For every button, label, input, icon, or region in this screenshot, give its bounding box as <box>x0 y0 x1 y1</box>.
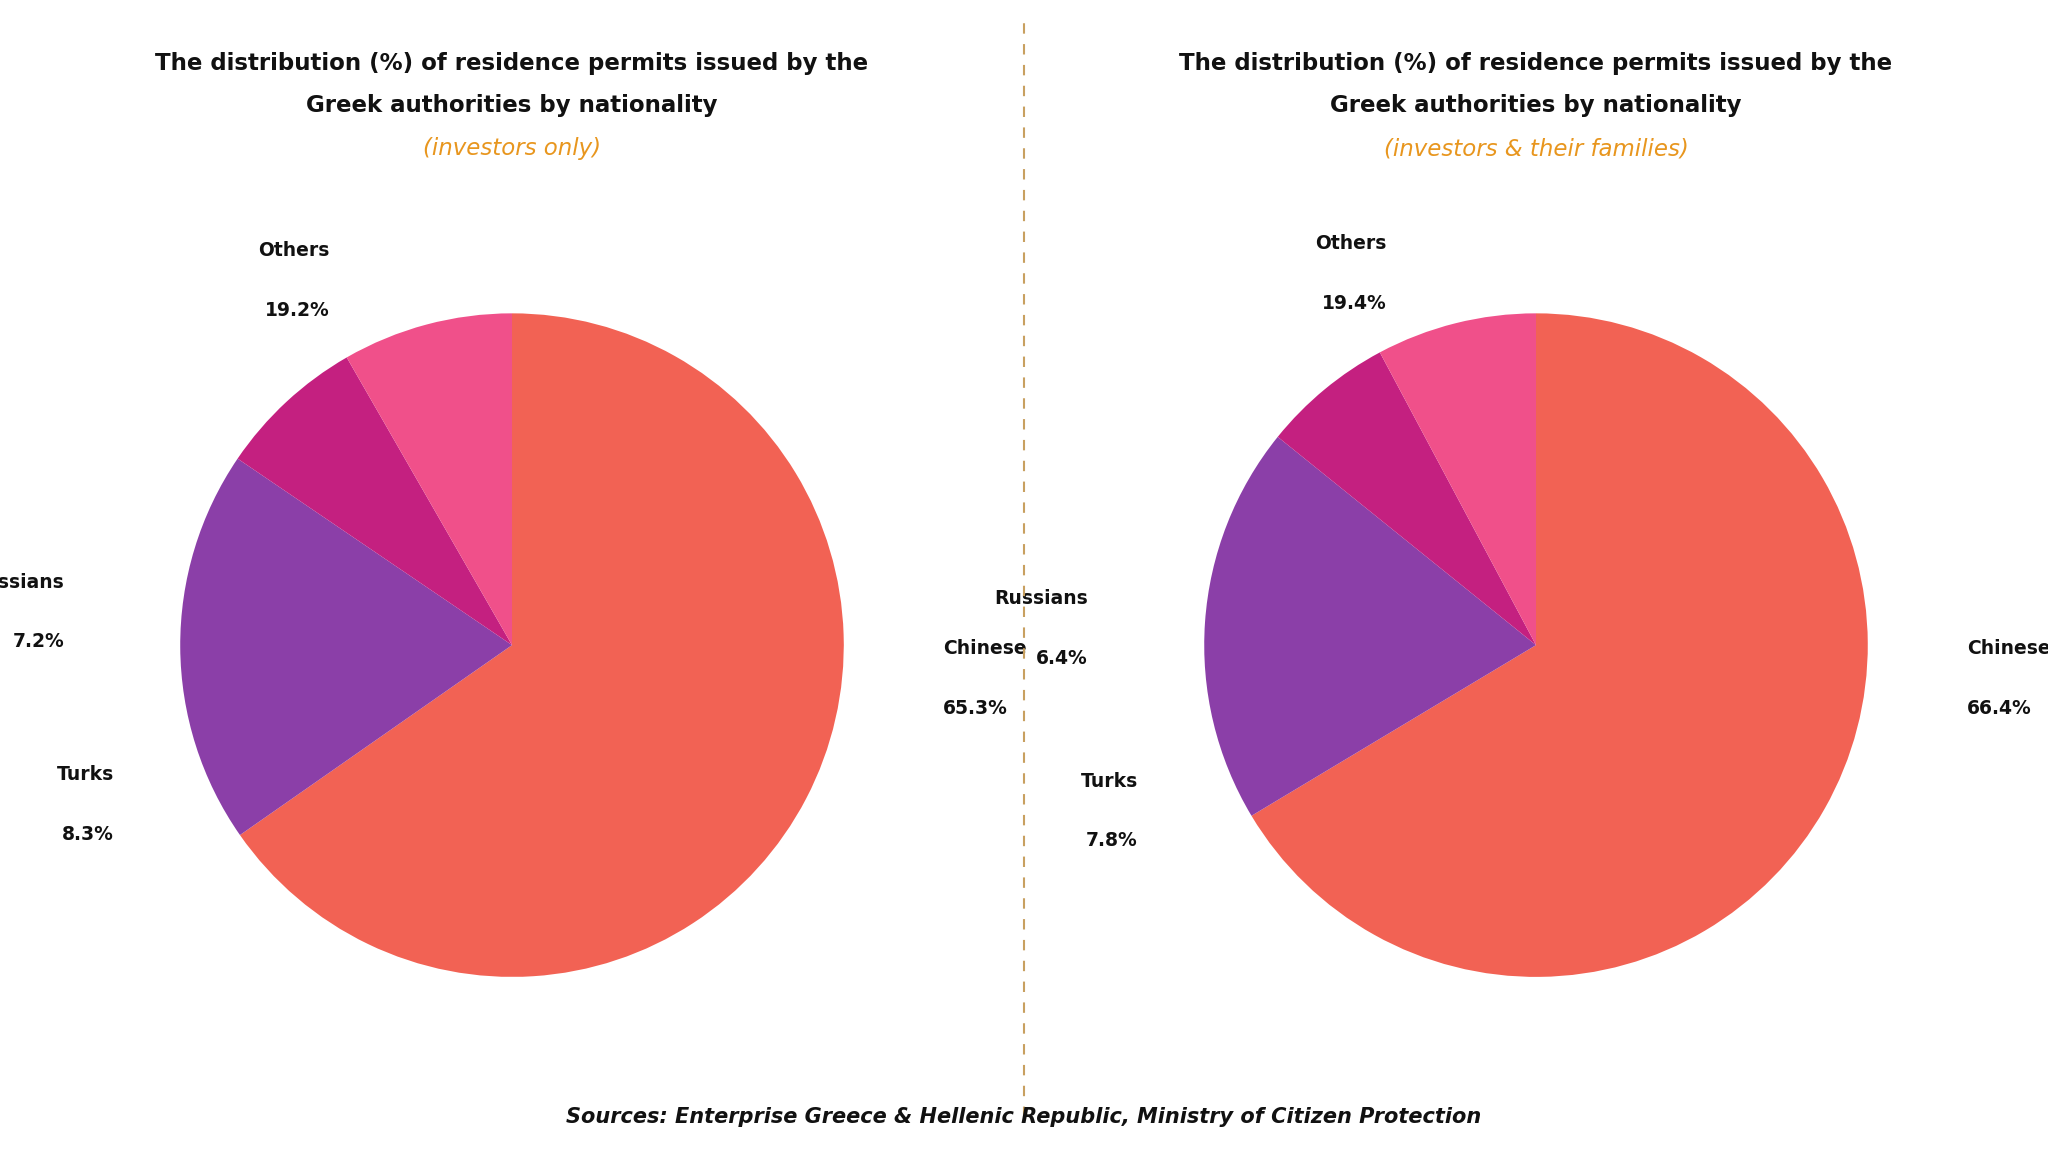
Text: Turks: Turks <box>57 765 115 785</box>
Wedge shape <box>346 313 512 645</box>
Text: Chinese: Chinese <box>944 639 1026 658</box>
Wedge shape <box>240 313 844 977</box>
Wedge shape <box>180 458 512 835</box>
Text: The distribution (%) of residence permits issued by the: The distribution (%) of residence permit… <box>156 52 868 75</box>
Text: Russians: Russians <box>0 573 63 592</box>
Text: 8.3%: 8.3% <box>61 825 115 843</box>
Text: (investors & their families): (investors & their families) <box>1384 137 1688 160</box>
Text: Greek authorities by nationality: Greek authorities by nationality <box>307 94 717 118</box>
Text: 19.2%: 19.2% <box>264 301 330 319</box>
Text: The distribution (%) of residence permits issued by the: The distribution (%) of residence permit… <box>1180 52 1892 75</box>
Text: 66.4%: 66.4% <box>1968 698 2032 718</box>
Wedge shape <box>1251 313 1868 977</box>
Text: Others: Others <box>1315 234 1386 253</box>
Text: Chinese: Chinese <box>1968 639 2048 658</box>
Text: Others: Others <box>258 241 330 260</box>
Wedge shape <box>1204 437 1536 816</box>
Wedge shape <box>1278 353 1536 645</box>
Text: (investors only): (investors only) <box>424 137 600 160</box>
Text: 6.4%: 6.4% <box>1036 649 1087 668</box>
Text: Sources: Enterprise Greece & Hellenic Republic, Ministry of Citizen Protection: Sources: Enterprise Greece & Hellenic Re… <box>567 1107 1481 1127</box>
Text: 19.4%: 19.4% <box>1321 294 1386 313</box>
Text: Russians: Russians <box>995 589 1087 608</box>
Text: Greek authorities by nationality: Greek authorities by nationality <box>1331 94 1741 118</box>
Text: 7.2%: 7.2% <box>12 632 63 651</box>
Wedge shape <box>238 357 512 645</box>
Text: 7.8%: 7.8% <box>1085 832 1139 850</box>
Text: 65.3%: 65.3% <box>944 698 1008 718</box>
Text: Turks: Turks <box>1081 772 1139 790</box>
Wedge shape <box>1380 313 1536 645</box>
